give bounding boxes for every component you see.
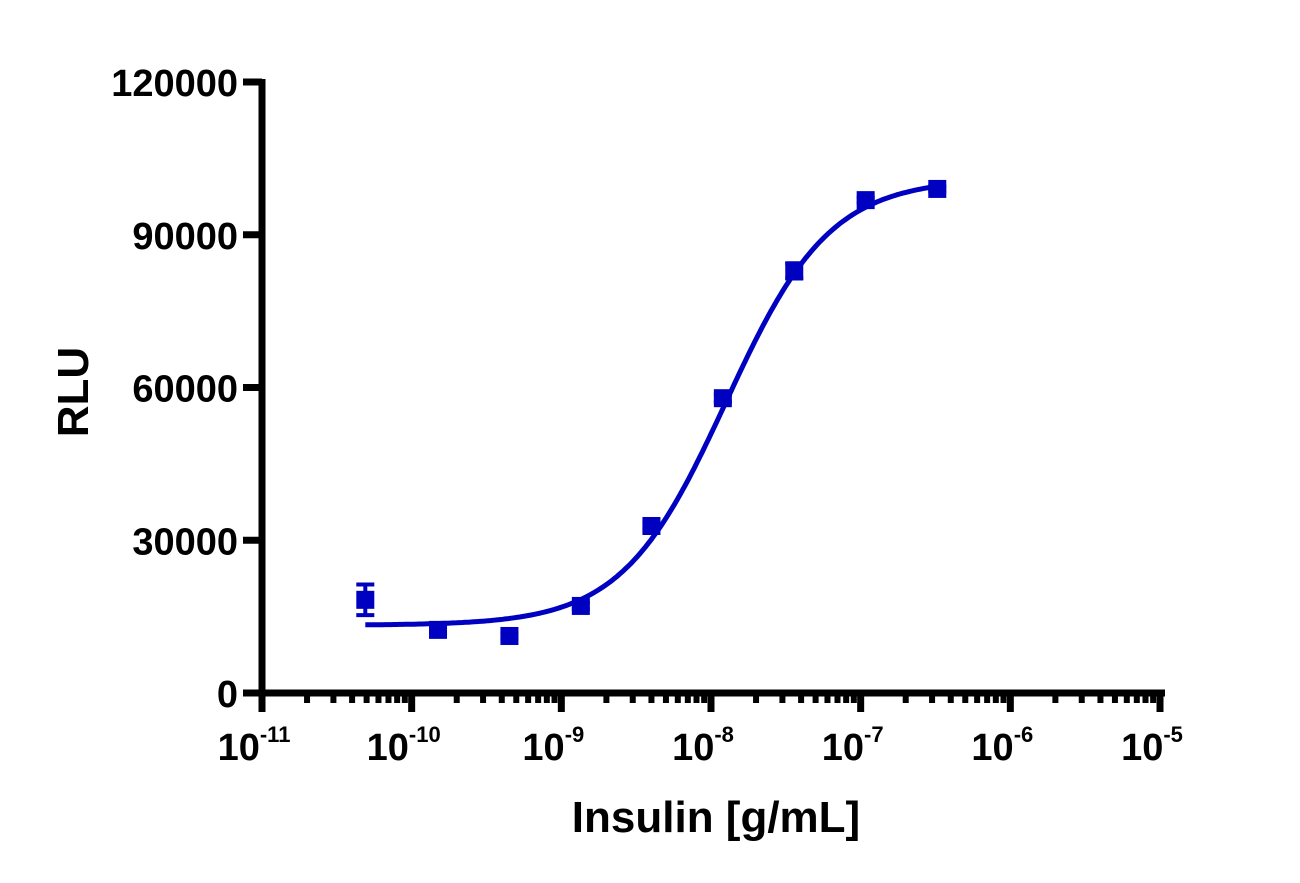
x-tick-label: 10-9 <box>522 722 584 769</box>
y-axis: 0 30000 60000 90000 120000 <box>111 63 266 716</box>
y-tick-label: 0 <box>217 674 238 716</box>
data-point-marker <box>500 626 519 645</box>
x-tick-label: 10-8 <box>672 722 734 769</box>
x-tick-label: 10-7 <box>822 722 884 769</box>
y-axis-title: RLU <box>49 347 98 437</box>
y-tick-label: 90000 <box>132 216 238 258</box>
x-tick-label: 10-6 <box>971 722 1033 769</box>
data-point-marker <box>713 389 732 408</box>
y-tick-label: 60000 <box>132 369 238 411</box>
x-ticks: 10-11 10-10 10-9 10-8 10-7 10-6 10-5 <box>218 693 1183 769</box>
data-point-marker <box>928 179 947 198</box>
data-point-marker <box>642 516 661 535</box>
data-point-marker <box>571 596 590 615</box>
data-point-marker <box>356 590 375 609</box>
x-tick-label: 10-10 <box>367 722 441 769</box>
x-axis: 10-11 10-10 10-9 10-8 10-7 10-6 10-5 <box>218 689 1183 769</box>
data-point-marker <box>856 191 875 210</box>
error-bars <box>356 184 947 641</box>
x-tick-label: 10-11 <box>218 722 291 769</box>
y-tick-label: 120000 <box>111 63 238 105</box>
y-ticks: 0 30000 60000 90000 120000 <box>111 63 262 716</box>
data-point-marker <box>429 620 448 639</box>
x-tick-label: 10-5 <box>1121 722 1183 769</box>
plot-area <box>356 179 947 645</box>
y-tick-label: 30000 <box>132 521 238 563</box>
data-point-marker <box>785 261 804 280</box>
x-axis-title: Insulin [g/mL] <box>572 793 860 842</box>
data-markers <box>356 179 947 645</box>
fit-curve <box>365 183 938 628</box>
